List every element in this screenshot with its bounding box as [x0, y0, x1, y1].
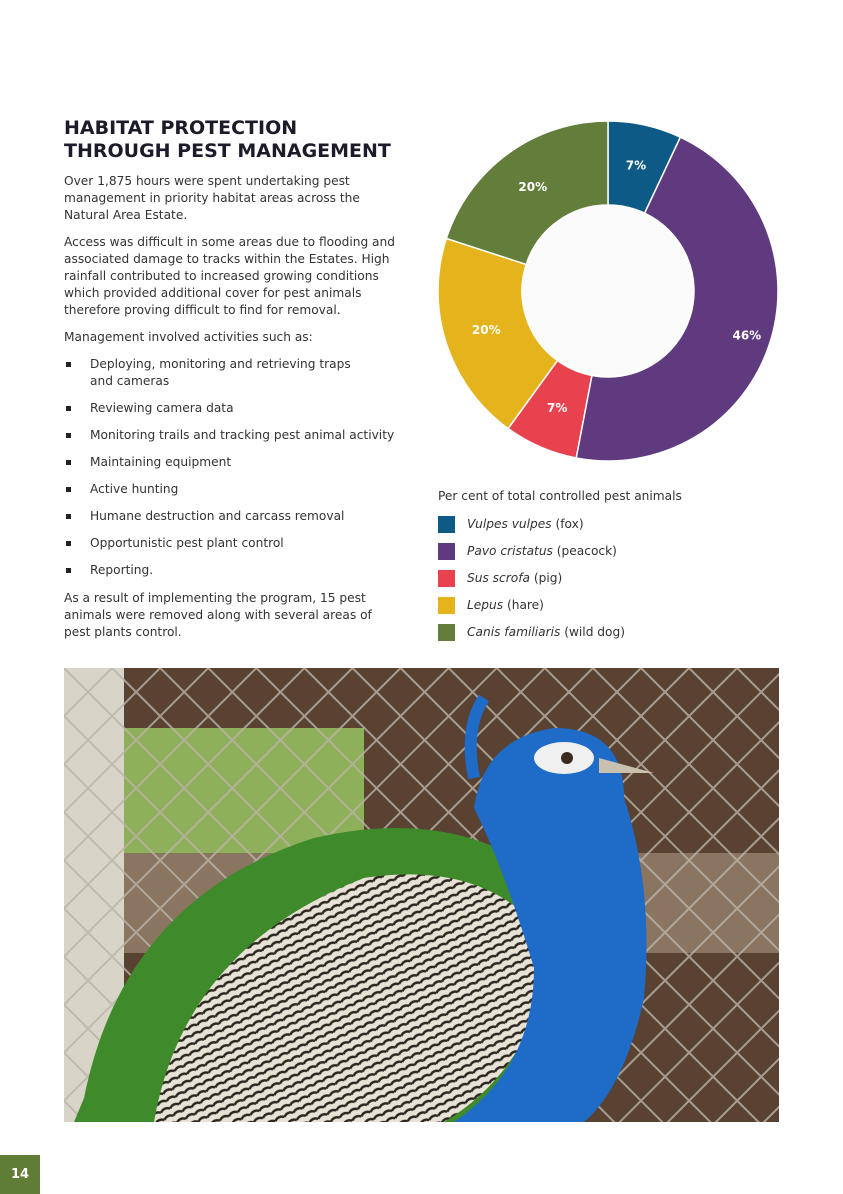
bullet-marker: [66, 460, 71, 465]
legend-common-name: (peacock): [556, 544, 617, 558]
page-number: 14: [0, 1155, 40, 1194]
legend-common-name: (hare): [506, 598, 544, 612]
data-label: 20%: [472, 323, 501, 337]
bullet-item: Active hunting: [64, 481, 404, 498]
data-label: 7%: [626, 159, 646, 173]
bullet-item: Reviewing camera data: [64, 400, 404, 417]
legend-text: Vulpes vulpes (fox): [467, 516, 584, 533]
donut-chart: 7% 46% 7% 20% 20%: [437, 120, 779, 462]
chart-title: Per cent of total controlled pest animal…: [438, 489, 682, 503]
legend-species: Sus scrofa: [467, 571, 530, 585]
bullet-text: Humane destruction and carcass removal: [90, 509, 345, 523]
legend-swatch: [438, 624, 455, 641]
bullet-marker: [66, 487, 71, 492]
legend-swatch: [438, 597, 455, 614]
legend-item: Vulpes vulpes (fox): [438, 516, 584, 533]
legend-item: Pavo cristatus (peacock): [438, 543, 617, 560]
donut-hole: [523, 206, 693, 376]
bullet-item: Reporting.: [64, 562, 404, 579]
bullet-item: Humane destruction and carcass removal: [64, 508, 404, 525]
legend-species: Pavo cristatus: [467, 544, 553, 558]
legend-swatch: [438, 516, 455, 533]
legend-species: Vulpes vulpes: [467, 517, 552, 531]
bullet-text: Reviewing camera data: [90, 401, 234, 415]
legend-common-name: (pig): [533, 571, 563, 585]
legend-species: Canis familiaris: [467, 625, 561, 639]
paragraph: Management involved activities such as:: [64, 330, 313, 344]
legend-common-name: (fox): [555, 517, 584, 531]
data-label: 46%: [732, 329, 761, 343]
legend-swatch: [438, 570, 455, 587]
bullet-text: Maintaining equipment: [90, 455, 232, 469]
paragraph: As a result of implementing the program,…: [64, 591, 372, 639]
bullet-item: Maintaining equipment: [64, 454, 404, 471]
heading: HABITAT PROTECTION THROUGH PEST MANAGEME…: [64, 117, 391, 163]
bullet-marker: [66, 568, 71, 573]
bullet-marker: [66, 541, 71, 546]
photo: [64, 668, 779, 1122]
legend-item: Sus scrofa (pig): [438, 570, 562, 587]
data-label: 7%: [547, 401, 567, 415]
donut-segment: [437, 237, 559, 430]
legend-text: Pavo cristatus (peacock): [467, 543, 617, 560]
bullet-item: Monitoring trails and tracking pest anim…: [64, 427, 404, 444]
bullet-marker: [66, 514, 71, 519]
bullet-text: Active hunting: [90, 482, 179, 496]
legend-text: Canis familiaris (wild dog): [467, 624, 625, 641]
bullet-marker: [66, 406, 71, 411]
donut-segment: [575, 136, 779, 462]
legend-item: Canis familiaris (wild dog): [438, 624, 625, 641]
paragraph: Access was difficult in some areas due t…: [64, 235, 395, 317]
bullet-text: Reporting.: [90, 563, 154, 577]
bullet-text: Deploying, monitoring and retrieving tra…: [90, 357, 351, 388]
bullet-item: Opportunistic pest plant control: [64, 535, 404, 552]
legend-swatch: [438, 543, 455, 560]
data-label: 20%: [518, 180, 547, 194]
heading-line: HABITAT PROTECTION: [64, 117, 298, 139]
bullet-text: Opportunistic pest plant control: [90, 536, 284, 550]
bullet-marker: [66, 433, 71, 438]
legend-text: Sus scrofa (pig): [467, 570, 562, 587]
bullet-text: Monitoring trails and tracking pest anim…: [90, 428, 395, 442]
bullet-item: Deploying, monitoring and retrieving tra…: [64, 356, 354, 390]
legend-text: Lepus (hare): [467, 597, 544, 614]
heading-line: THROUGH PEST MANAGEMENT: [64, 140, 391, 162]
legend-species: Lepus: [467, 598, 504, 612]
legend-common-name: (wild dog): [564, 625, 625, 639]
donut-segment: [445, 120, 609, 266]
paragraph: Over 1,875 hours were spent undertaking …: [64, 174, 360, 222]
bullet-marker: [66, 362, 71, 367]
legend-item: Lepus (hare): [438, 597, 544, 614]
